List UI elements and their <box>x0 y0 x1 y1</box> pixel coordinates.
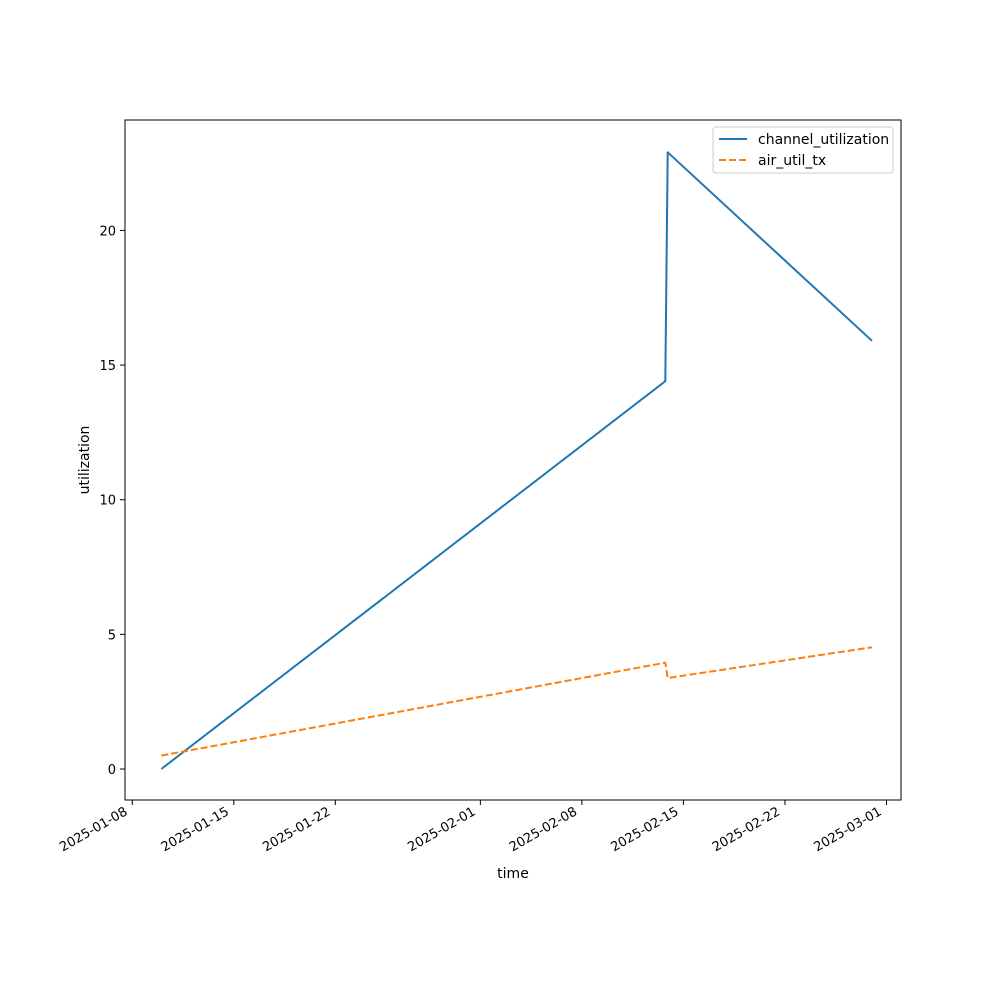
legend-frame <box>712 126 894 174</box>
x-tick-label: 2025-01-15 <box>159 804 232 855</box>
y-tick-label: 20 <box>99 224 116 239</box>
legend-entry-air-util-tx: air_util_tx <box>758 153 826 169</box>
y-tick-label: 5 <box>108 628 116 643</box>
series-line-channel-utilization <box>160 151 873 770</box>
x-axis-ticks: 2025-01-08 2025-01-15 2025-01-22 2025-02-01… <box>57 800 887 855</box>
x-tick-label: 2025-02-08 <box>507 804 580 855</box>
y-axis-ticks: 0 5 10 15 20 <box>99 224 125 778</box>
y-tick-label: 0 <box>108 763 116 778</box>
x-tick-label: 2025-02-15 <box>608 804 681 855</box>
series-layer <box>160 151 873 770</box>
x-axis-label: time <box>497 866 529 882</box>
x-tick-label: 2025-02-22 <box>710 804 783 855</box>
y-axis-label: utilization <box>77 426 93 495</box>
y-tick-label: 10 <box>99 494 116 509</box>
y-tick-label: 15 <box>99 359 116 374</box>
x-tick-label: 2025-02-01 <box>405 804 478 855</box>
x-tick-label: 2025-03-01 <box>812 804 885 855</box>
legend-entry-channel-utilization: channel_utilization <box>758 132 889 148</box>
series-line-air-util-tx <box>161 646 873 757</box>
x-tick-label: 2025-01-22 <box>260 804 333 855</box>
plot-area-frame <box>124 119 902 801</box>
legend: channel_utilization air_util_tx <box>712 126 894 174</box>
x-tick-label: 2025-01-08 <box>57 804 130 855</box>
